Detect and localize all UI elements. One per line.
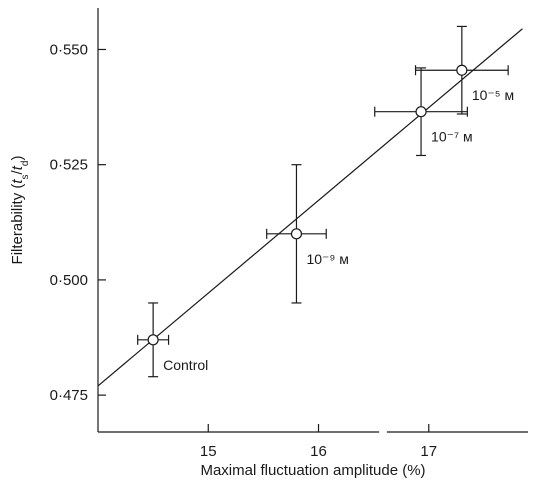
y-tick-label: 0·475 xyxy=(50,387,88,404)
y-axis-title-slash: / xyxy=(9,169,26,174)
data-point xyxy=(290,228,303,240)
data-point xyxy=(147,334,159,346)
y-tick-label: 0·525 xyxy=(50,157,88,174)
axes xyxy=(97,8,528,433)
x-tick-label: 15 xyxy=(200,443,217,460)
data-points xyxy=(147,64,468,346)
point-label: 10⁻⁷ ᴍ xyxy=(431,129,473,145)
point-labels: Control 10⁻⁹ ᴍ 10⁻⁷ ᴍ 10⁻⁵ ᴍ xyxy=(163,87,514,373)
data-point xyxy=(415,106,427,118)
y-axis-title-prefix: Filterability ( xyxy=(9,184,26,265)
tick-labels: 0·475 0·500 0·525 0·550 15 16 17 xyxy=(50,41,437,460)
y-tick-label: 0·500 xyxy=(50,272,88,289)
y-axis-title-suffix: ) xyxy=(9,156,26,161)
fit-line xyxy=(97,28,523,387)
point-label: 10⁻⁵ ᴍ xyxy=(472,87,514,103)
data-point xyxy=(456,64,468,76)
y-axis-title-s: s xyxy=(20,174,31,179)
y-axis-title-d: d xyxy=(20,161,31,167)
x-tick-label: 16 xyxy=(310,443,327,460)
point-label: Control xyxy=(163,357,208,373)
y-axis-title-t2: t xyxy=(9,165,26,170)
y-axis-title-t1: t xyxy=(9,179,26,184)
point-label: 10⁻⁹ ᴍ xyxy=(306,251,348,267)
x-axis-title: Maximal fluctuation amplitude (%) xyxy=(200,462,425,479)
y-axis-title: Filterability (ts/td) xyxy=(9,156,31,265)
x-tick-label: 17 xyxy=(420,443,437,460)
error-bars xyxy=(137,25,509,378)
ticks xyxy=(98,48,430,432)
y-tick-label: 0·550 xyxy=(50,41,88,58)
